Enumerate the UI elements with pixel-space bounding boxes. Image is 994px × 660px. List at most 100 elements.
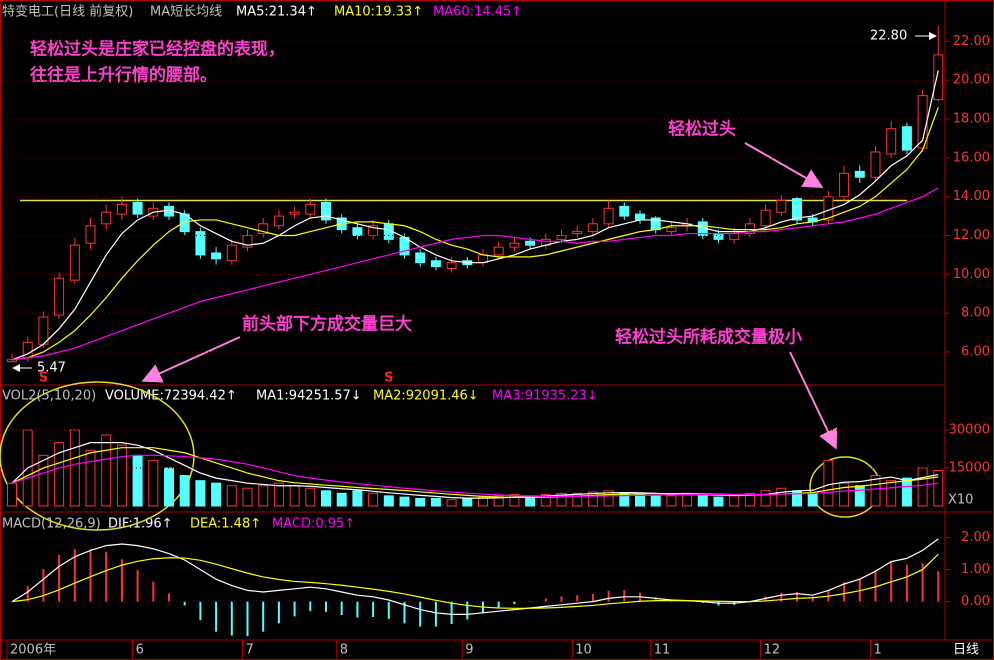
volume-bar: [352, 490, 363, 507]
y-tick-label: 15000: [949, 460, 990, 475]
volume-bar: [399, 496, 410, 507]
volume-bar: [901, 477, 912, 507]
volume-bar: [697, 495, 708, 507]
candle-body: [713, 233, 724, 240]
x-tick-label: 10: [575, 643, 592, 658]
volume-bar: [69, 429, 80, 507]
volume-bar: [650, 495, 661, 507]
volume-bar: [540, 494, 551, 507]
candle-body: [195, 231, 206, 256]
volume-bar: [854, 485, 865, 507]
candle-body: [760, 209, 771, 227]
candle-body: [870, 151, 881, 178]
volume-bar: [823, 459, 834, 507]
x-axis-label: 日线: [953, 643, 979, 658]
volume-bar: [729, 495, 740, 507]
indicator-name: MA短长均线: [150, 5, 222, 20]
volume-label: VOLUME:72394.42↑: [105, 389, 237, 404]
candle-body: [886, 128, 897, 155]
candle-body: [368, 225, 379, 236]
volume-bar: [587, 491, 598, 507]
volume-bar: [666, 495, 677, 507]
legend-entry: MA5:21.34↑: [236, 5, 317, 20]
volume-bar: [776, 487, 787, 507]
volume-bar: [807, 492, 818, 507]
volume-bar: [744, 492, 755, 507]
x-tick-label: 1: [874, 643, 882, 658]
candle-body: [321, 201, 331, 221]
candle-body: [729, 233, 740, 240]
candle-body: [854, 170, 865, 178]
y-tick-label: 2.00: [961, 530, 990, 545]
candle-body: [132, 201, 143, 215]
volume-bar: [101, 434, 112, 507]
volume-bar: [195, 480, 206, 507]
volume-bar: [713, 496, 724, 507]
ma-line: [11, 538, 939, 615]
volume-bar: [886, 480, 897, 507]
volume-bar: [211, 482, 222, 507]
x-tick-label: 6: [136, 643, 144, 658]
y-tick-label: 30000: [949, 422, 990, 437]
volume-bar: [839, 482, 850, 507]
candle-body: [792, 198, 802, 221]
candle-body: [415, 252, 426, 264]
annotation: 轻松过头是庄家已经控盘的表现，: [30, 39, 285, 60]
candle-body: [744, 223, 755, 235]
candle-body: [572, 231, 583, 235]
volume-title: VOL2(5,10,20): [2, 389, 96, 404]
y-tick-label: 18.00: [953, 111, 990, 126]
ma-line: [11, 107, 939, 361]
y-tick-label: 1.00: [961, 562, 990, 577]
candle-body: [525, 240, 536, 246]
x-tick-label: 9: [465, 643, 473, 658]
volume-bar: [493, 495, 504, 507]
y-tick-label: 22.00: [953, 34, 990, 49]
legend-entry: MA1:94251.57↓: [256, 389, 362, 404]
legend-entry: MA10:19.33↑: [334, 5, 423, 20]
volume-bar: [462, 497, 473, 507]
volume-bar: [619, 492, 630, 507]
candle-body: [839, 172, 850, 198]
volume-bar: [635, 494, 645, 507]
y-tick-label: 20.00: [953, 73, 990, 88]
legend-entry: DIF:1.96↑: [108, 517, 173, 532]
volume-bar: [273, 482, 284, 507]
candle-body: [273, 215, 284, 227]
volume-bar: [164, 467, 174, 507]
x-tick-label: 11: [654, 643, 671, 658]
candle-body: [69, 244, 80, 281]
candle-body: [430, 260, 441, 268]
y-tick-label: 12.00: [953, 228, 990, 243]
volume-bar: [478, 496, 488, 507]
candle-body: [776, 200, 787, 213]
ma-line: [11, 187, 939, 361]
candle-body: [116, 203, 127, 215]
low-label: 5.47: [37, 361, 66, 376]
volume-bar: [603, 490, 614, 507]
y-tick-label: 16.00: [953, 150, 990, 165]
volume-bar: [917, 467, 928, 507]
candle-body: [635, 213, 645, 221]
candle-body: [587, 223, 598, 233]
candle-body: [556, 234, 567, 240]
volume-bar: [933, 470, 944, 507]
volume-bar: [321, 490, 331, 507]
volume-bar: [85, 449, 96, 507]
candle-body: [211, 252, 222, 260]
candle-body: [242, 234, 253, 248]
volume-bar: [289, 485, 300, 507]
legend-entry: MA60:14.45↑: [433, 5, 522, 20]
annotation: 轻松过头: [668, 119, 736, 140]
candle-body: [666, 227, 677, 233]
y-tick-label: 8.00: [961, 306, 990, 321]
volume-bar: [336, 492, 347, 507]
candle-body: [352, 227, 363, 236]
legend-entry: MACD:0.95↑: [272, 517, 355, 532]
candle-body: [603, 207, 614, 225]
signal-marker: S: [384, 371, 393, 386]
volume-bar: [38, 454, 49, 507]
candle-body: [54, 277, 65, 316]
